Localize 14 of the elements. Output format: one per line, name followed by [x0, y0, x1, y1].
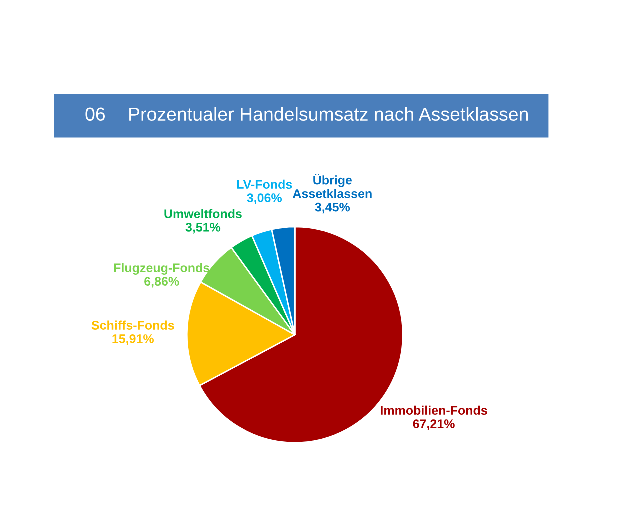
slice-label: Flugzeug-Fonds [114, 263, 210, 275]
chart-title: 06 [86, 108, 106, 122]
data-label: 15,91% [112, 334, 154, 346]
chart-subtitle: Prozentualer Handelsumsatz nach Assetklassen [130, 107, 528, 122]
slice-label: Übrige Assetklassen [293, 174, 372, 198]
slice-label: Umweltfonds [164, 209, 242, 218]
data-label: 3,51% [186, 223, 221, 234]
data-label: 3,45% [315, 202, 350, 214]
slice-label: Schiffs-Fonds [92, 320, 174, 330]
slice-label: Immobilien-Fonds [381, 406, 488, 416]
data-label: 6,86% [144, 277, 180, 288]
data-label: 67,21% [413, 420, 455, 430]
data-label: 3,06% [247, 194, 282, 204]
slice-label: LV-Fonds [237, 180, 292, 190]
